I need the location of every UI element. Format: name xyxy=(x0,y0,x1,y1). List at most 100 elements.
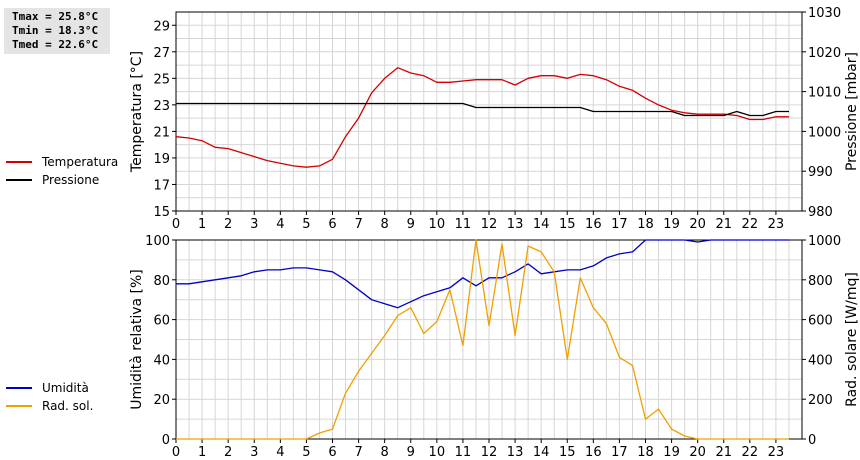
x-tick-label: 15 xyxy=(559,217,576,232)
y-tick-label: 17 xyxy=(153,178,170,193)
x-tick-label: 7 xyxy=(354,445,362,460)
x-tick-label: 18 xyxy=(637,217,654,232)
y2-tick-label: 1020 xyxy=(808,46,841,61)
x-tick-label: 6 xyxy=(328,217,336,232)
x-tick-label: 1 xyxy=(198,445,206,460)
legend-swatch-umidita xyxy=(6,387,32,389)
y2-tick-label: 990 xyxy=(808,165,833,180)
chart-panel-2 xyxy=(172,239,806,443)
y2-tick-label: 400 xyxy=(808,353,833,368)
x-tick-label: 21 xyxy=(715,445,732,460)
y2-tick-label: 800 xyxy=(808,274,833,289)
x-tick-label: 12 xyxy=(481,217,498,232)
legend-label-pressione: Pressione xyxy=(42,173,100,187)
x-tick-label: 16 xyxy=(585,217,602,232)
x-tick-label: 20 xyxy=(689,445,706,460)
x-tick-label: 17 xyxy=(611,445,628,460)
legend-swatch-rad-sol xyxy=(6,405,32,407)
x-tick-label: 0 xyxy=(172,445,180,460)
x-tick-label: 14 xyxy=(533,445,550,460)
x-tick-label: 14 xyxy=(533,217,550,232)
tmed-text: Tmed = 22.6°C xyxy=(12,38,99,51)
y-tick-label: 25 xyxy=(153,72,170,87)
legend-item-temperatura: Temperatura xyxy=(6,153,118,171)
legend-label-umidita: Umidità xyxy=(42,381,89,395)
y-tick-label: 0 xyxy=(162,433,170,448)
x-tick-label: 22 xyxy=(742,217,759,232)
series-line-temperatura xyxy=(175,67,789,168)
x-tick-label: 13 xyxy=(507,217,524,232)
y-tick-label: 15 xyxy=(153,205,170,220)
x-tick-label: 23 xyxy=(768,445,785,460)
chart-panel-1 xyxy=(172,11,806,215)
y-tick-label: 19 xyxy=(153,152,170,167)
x-tick-label: 2 xyxy=(224,445,232,460)
x-tick-label: 8 xyxy=(381,445,389,460)
y-tick-label: 40 xyxy=(153,353,170,368)
x-tick-label: 8 xyxy=(381,217,389,232)
x-tick-label: 7 xyxy=(354,217,362,232)
x-tick-label: 5 xyxy=(302,445,310,460)
y2-tick-label: 980 xyxy=(808,205,833,220)
x-tick-label: 3 xyxy=(250,445,258,460)
x-tick-label: 19 xyxy=(663,445,680,460)
x-tick-label: 3 xyxy=(250,217,258,232)
legend-item-pressione: Pressione xyxy=(6,171,118,189)
y-axis-label: Temperatura [°C] xyxy=(129,51,145,173)
x-tick-label: 19 xyxy=(663,217,680,232)
legend-top: Temperatura Pressione xyxy=(6,153,118,189)
x-tick-label: 23 xyxy=(768,217,785,232)
x-tick-label: 16 xyxy=(585,445,602,460)
legend-item-umidita: Umidità xyxy=(6,379,93,397)
x-tick-label: 22 xyxy=(742,445,759,460)
x-tick-label: 9 xyxy=(407,217,415,232)
x-tick-label: 6 xyxy=(328,445,336,460)
legend-item-rad-sol: Rad. sol. xyxy=(6,397,93,415)
y-tick-label: 100 xyxy=(145,234,170,249)
y2-tick-label: 200 xyxy=(808,393,833,408)
y-tick-label: 29 xyxy=(153,19,170,34)
y2-tick-label: 600 xyxy=(808,314,833,329)
x-tick-label: 4 xyxy=(276,217,284,232)
x-tick-label: 20 xyxy=(689,217,706,232)
y2-tick-label: 0 xyxy=(808,433,816,448)
tmin-text: Tmin = 18.3°C xyxy=(12,24,99,37)
tmax-text: Tmax = 25.8°C xyxy=(12,10,99,23)
series-line-pressione xyxy=(176,102,789,117)
x-tick-label: 11 xyxy=(455,217,472,232)
y-tick-label: 23 xyxy=(153,99,170,114)
y-tick-label: 60 xyxy=(153,314,170,329)
y-axis-label: Umidità relativa [%] xyxy=(129,269,145,410)
x-tick-label: 9 xyxy=(407,445,415,460)
series-line-rad-sol xyxy=(176,239,789,440)
y2-axis-label: Pressione [mbar] xyxy=(844,52,860,171)
x-tick-label: 4 xyxy=(276,445,284,460)
x-tick-label: 10 xyxy=(429,217,446,232)
x-tick-label: 21 xyxy=(715,217,732,232)
x-tick-label: 18 xyxy=(637,445,654,460)
legend-swatch-pressione xyxy=(6,179,32,181)
legend-label-rad-sol: Rad. sol. xyxy=(42,399,94,413)
y2-axis-label: Rad. solare [W/mq] xyxy=(844,272,860,407)
y-tick-label: 27 xyxy=(153,46,170,61)
legend-label-temperatura: Temperatura xyxy=(42,155,119,169)
y2-tick-label: 1000 xyxy=(808,234,841,249)
x-tick-label: 11 xyxy=(455,445,472,460)
x-tick-label: 12 xyxy=(481,445,498,460)
legend-swatch-temperatura xyxy=(6,161,32,163)
stats-box: Tmax = 25.8°C Tmin = 18.3°C Tmed = 22.6°… xyxy=(4,8,110,54)
x-tick-label: 10 xyxy=(429,445,446,460)
y-tick-label: 21 xyxy=(153,125,170,140)
x-tick-label: 5 xyxy=(302,217,310,232)
x-tick-label: 13 xyxy=(507,445,524,460)
series-line-umidità xyxy=(176,239,789,309)
y2-tick-label: 1030 xyxy=(808,6,841,21)
x-tick-label: 2 xyxy=(224,217,232,232)
x-tick-label: 17 xyxy=(611,217,628,232)
y-tick-label: 20 xyxy=(153,393,170,408)
y2-tick-label: 1000 xyxy=(808,125,841,140)
y2-tick-label: 1010 xyxy=(808,86,841,101)
x-tick-label: 15 xyxy=(559,445,576,460)
legend-bottom: Umidità Rad. sol. xyxy=(6,379,93,415)
